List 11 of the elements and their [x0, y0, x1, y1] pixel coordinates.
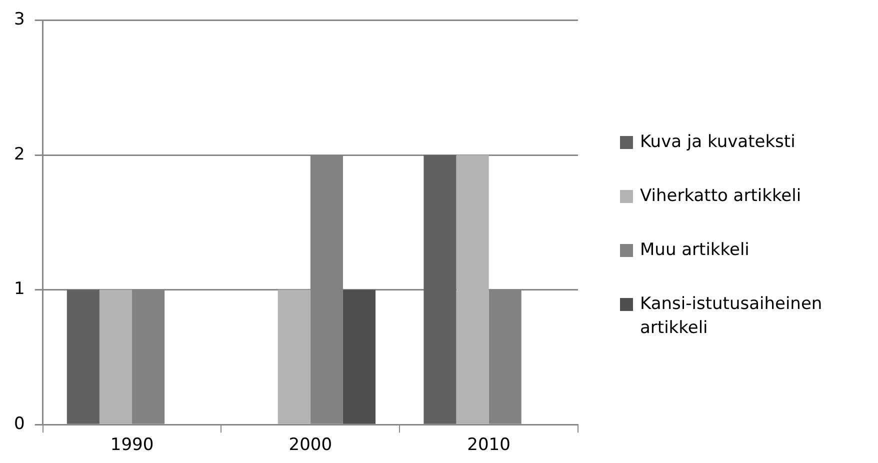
legend-label: Muu artikkeli — [640, 239, 750, 262]
legend-label: Kuva ja kuvateksti — [640, 131, 796, 154]
y-tick-label: 0 — [14, 414, 25, 434]
legend-label: Viherkatto artikkeli — [640, 185, 802, 208]
x-tick-label: 1990 — [110, 435, 154, 456]
y-tick-label: 3 — [14, 10, 25, 30]
y-tick-label: 2 — [14, 144, 25, 164]
x-tick-label: 2010 — [467, 435, 510, 456]
x-tick-label: 2000 — [288, 435, 332, 456]
legend-label: Kansi-istutusaiheinen artikkeli — [640, 293, 824, 340]
y-tick-label: 1 — [14, 279, 25, 300]
